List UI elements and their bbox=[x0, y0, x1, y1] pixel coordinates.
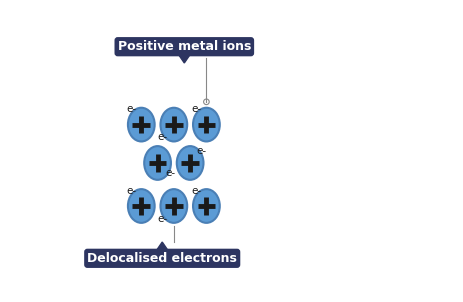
Ellipse shape bbox=[128, 108, 154, 141]
Ellipse shape bbox=[128, 189, 154, 223]
Text: e-: e- bbox=[165, 169, 175, 178]
Ellipse shape bbox=[160, 189, 187, 223]
Ellipse shape bbox=[144, 146, 170, 180]
Ellipse shape bbox=[193, 108, 219, 141]
Polygon shape bbox=[179, 56, 189, 63]
Text: e-: e- bbox=[190, 186, 200, 196]
Ellipse shape bbox=[193, 189, 219, 223]
Ellipse shape bbox=[160, 108, 187, 141]
Text: Delocalised electrons: Delocalised electrons bbox=[87, 252, 237, 265]
Ellipse shape bbox=[176, 146, 203, 180]
Text: e-: e- bbox=[157, 132, 167, 143]
Text: e-: e- bbox=[157, 214, 167, 224]
Text: Positive metal ions: Positive metal ions bbox=[118, 40, 250, 53]
Polygon shape bbox=[157, 242, 167, 249]
Text: e-: e- bbox=[196, 146, 206, 156]
Text: e-: e- bbox=[190, 104, 200, 114]
Text: e-: e- bbox=[126, 186, 136, 196]
Text: e-: e- bbox=[126, 104, 136, 114]
